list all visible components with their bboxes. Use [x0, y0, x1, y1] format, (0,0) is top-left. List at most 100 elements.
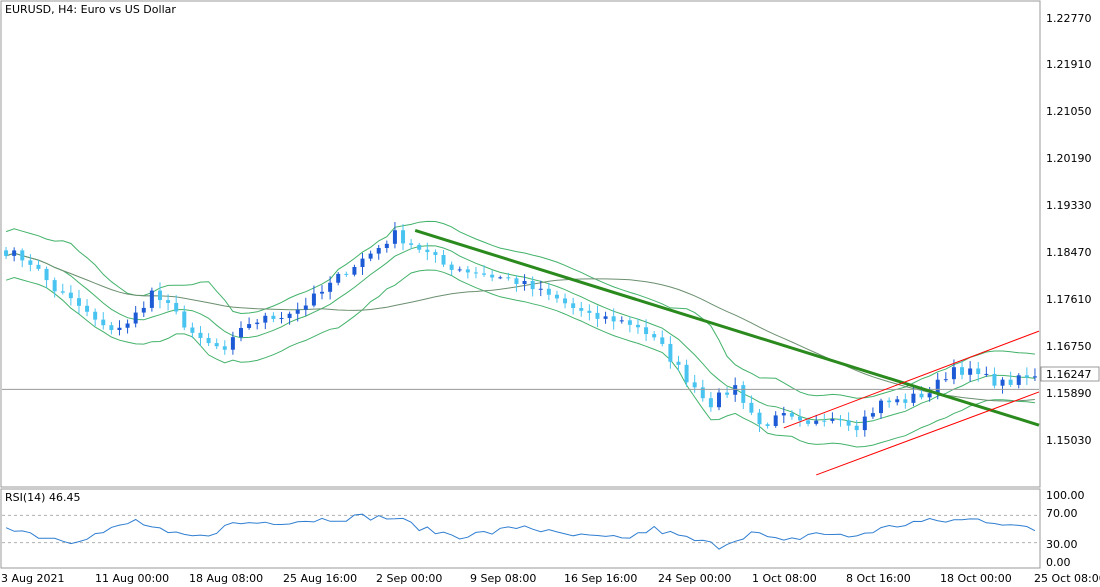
- candle-body: [368, 253, 373, 259]
- candle-body: [157, 290, 162, 301]
- candle-body: [44, 268, 49, 281]
- current-price-tag: 1.16247: [1040, 366, 1100, 382]
- candle-body: [619, 320, 624, 322]
- candle-body: [879, 400, 884, 414]
- x-tick-label: 2 Sep 00:00: [376, 572, 442, 585]
- y-tick-label: 1.21910: [1046, 58, 1092, 71]
- candle-body: [214, 343, 219, 347]
- candle-body: [449, 264, 454, 270]
- current-price-label: 1.16247: [1046, 368, 1092, 381]
- x-tick-label: 9 Sep 08:00: [470, 572, 536, 585]
- x-tick-label: 24 Sep 00:00: [658, 572, 731, 585]
- candle-body: [263, 315, 268, 323]
- candle-body: [101, 319, 106, 326]
- candle-body: [603, 316, 608, 319]
- candle-body: [20, 250, 25, 261]
- candle-body: [838, 418, 843, 421]
- candle-body: [862, 416, 867, 431]
- candle-body: [563, 298, 568, 304]
- candle-body: [668, 343, 673, 362]
- candle-body: [854, 425, 859, 431]
- candle-body: [392, 230, 397, 244]
- candle-body: [571, 303, 576, 309]
- candle-body: [303, 305, 308, 310]
- x-tick-label: 25 Oct 08:00: [1034, 572, 1100, 585]
- candle-body: [806, 420, 811, 424]
- candle-body: [814, 420, 819, 424]
- candle-body: [295, 309, 300, 314]
- channel-line: [816, 391, 1040, 476]
- rsi-axis: 100.00 70.00 30.00 0.00: [1046, 489, 1085, 569]
- candle-body: [433, 252, 438, 255]
- candle-body: [4, 250, 9, 256]
- candle-body: [644, 327, 649, 335]
- candle-body: [968, 368, 973, 375]
- candle-body: [311, 293, 316, 306]
- candle-body: [757, 412, 762, 425]
- candle-body: [684, 364, 689, 383]
- rsi-panel-frame: [0, 488, 1041, 569]
- candle-body: [676, 361, 681, 365]
- x-tick-label: 11 Aug 00:00: [95, 572, 169, 585]
- y-tick-label: 1.20190: [1046, 152, 1092, 165]
- candle-body: [846, 420, 851, 426]
- candle-body: [635, 324, 640, 328]
- candle-body: [1016, 375, 1021, 385]
- candle-body: [733, 385, 738, 395]
- rsi-tick-label: 70.00: [1046, 507, 1078, 520]
- candle-body: [36, 264, 41, 269]
- candle-body: [895, 399, 900, 403]
- candle-body: [409, 243, 414, 245]
- candle-body: [887, 400, 892, 403]
- candle-body: [117, 327, 122, 331]
- candle-body: [85, 305, 90, 312]
- candle-body: [68, 292, 73, 299]
- bollinger-lower-line: [5, 269, 1035, 448]
- x-tick-label: 25 Aug 16:00: [283, 572, 357, 585]
- candle-body: [587, 310, 592, 313]
- candle-body: [384, 243, 389, 249]
- candle-body: [28, 260, 33, 265]
- candle-body: [692, 382, 697, 388]
- candle-body: [320, 291, 325, 294]
- candle-body: [198, 332, 203, 338]
- rsi-title: RSI(14) 46.45: [5, 491, 80, 504]
- y-tick-label: 1.15890: [1046, 387, 1092, 400]
- candle-body: [919, 393, 924, 398]
- candle-body: [465, 269, 470, 273]
- y-tick-label: 1.21050: [1046, 105, 1092, 118]
- x-tick-label: 3 Aug 2021: [1, 572, 64, 585]
- candle-body: [830, 418, 835, 421]
- candle-body: [506, 277, 511, 279]
- x-tick-label: 18 Oct 00:00: [940, 572, 1012, 585]
- candle-body: [133, 312, 138, 324]
- y-tick-label: 1.17610: [1046, 293, 1092, 306]
- candle-body: [781, 413, 786, 416]
- candle-body: [514, 278, 519, 284]
- candle-body: [457, 269, 462, 271]
- candle-body: [611, 316, 616, 322]
- candle-body: [279, 317, 284, 319]
- candle-body: [255, 322, 260, 325]
- candle-body: [287, 313, 292, 318]
- y-tick-label: 1.19330: [1046, 199, 1092, 212]
- candle-body: [870, 413, 875, 417]
- candle-body: [222, 346, 227, 350]
- candle-body: [190, 327, 195, 333]
- x-tick-label: 16 Sep 16:00: [564, 572, 637, 585]
- candle-body: [708, 398, 713, 408]
- candle-body: [498, 277, 503, 279]
- candle-body: [490, 274, 495, 278]
- candle-body: [579, 308, 584, 311]
- candle-body: [522, 280, 527, 284]
- rsi-tick-label: 0.00: [1046, 556, 1071, 569]
- candle-body: [344, 273, 349, 275]
- candle-body: [376, 248, 381, 254]
- candle-body: [336, 273, 341, 283]
- candle-body: [951, 367, 956, 380]
- candle-body: [206, 337, 211, 344]
- candle-body: [76, 298, 81, 306]
- candle-body: [12, 250, 17, 256]
- candle-body: [328, 282, 333, 292]
